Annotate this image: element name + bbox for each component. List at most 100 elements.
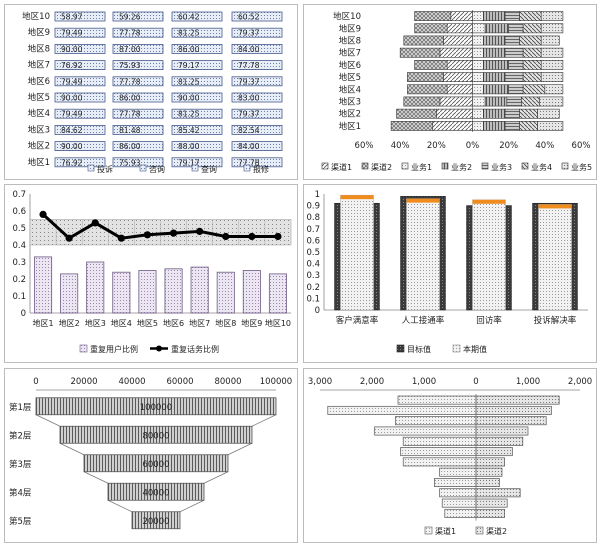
data-label: 79.37 (238, 77, 260, 86)
bar-segment (544, 84, 564, 95)
bar-segment (399, 47, 441, 58)
bar-segment (539, 96, 564, 107)
y-tick-label: 地区1 (28, 157, 50, 168)
y-tick-label: 地区10 (22, 11, 50, 22)
bar (112, 141, 164, 152)
bar (231, 60, 283, 70)
bar-segment (540, 11, 564, 21)
x-tick-label: 地区1 (33, 318, 54, 328)
panel-butterfly: 3,000 2,000 1,000 0 1,000 2,000 渠道1 渠道2 (303, 368, 597, 543)
bar (216, 271, 235, 314)
funnel-bar (131, 511, 181, 530)
bar-right (475, 405, 552, 415)
bar (231, 125, 283, 135)
panel-funnel: 0 20000 40000 60000 80000 100000 100000 第1层 8000… (4, 368, 298, 543)
data-label: 84.62 (61, 126, 83, 135)
data-label: 84.00 (238, 45, 260, 54)
y-tick-label: 地区2 (339, 109, 361, 120)
bar-segment (443, 72, 473, 82)
x-tick-label: 地区8 (215, 318, 236, 328)
bar-left (439, 488, 477, 498)
bar-left (402, 436, 477, 446)
bar (34, 256, 53, 314)
legend-swatch (243, 164, 251, 172)
x-tick-label: 地区4 (111, 318, 132, 328)
y-tick-label: 第3层 (9, 459, 31, 470)
x-tick-label: 60% (572, 141, 591, 151)
line-point (117, 234, 125, 242)
bar-segment (472, 96, 486, 107)
panel-repeat-ratio: 0 0.1 0.2 0.3 0.4 0.5 0.6 0.7 地区1 地区2 地区3 地区4 地区5 地区6… (4, 184, 298, 363)
x-tick-label: 投诉解决率 (534, 315, 577, 326)
legend-swatch (361, 162, 369, 170)
bar-left (434, 478, 477, 487)
bar (54, 27, 106, 38)
funnel-connector (203, 471, 229, 484)
data-label: 77.78 (119, 110, 141, 119)
bar (54, 125, 106, 135)
bar (171, 11, 223, 22)
data-label: 76.92 (61, 61, 83, 70)
bar (54, 44, 106, 54)
line-point (274, 232, 282, 241)
bar-segment (540, 35, 560, 46)
bar-segment (504, 108, 520, 119)
bar-segment (540, 72, 564, 82)
line-point (222, 232, 230, 241)
y-tick-label: 第5层 (9, 516, 31, 527)
legend-label: 咨询 (149, 164, 165, 174)
bar-segment (522, 72, 542, 82)
bar-segment (414, 59, 448, 70)
y-tick-label: 地区7 (339, 48, 361, 59)
bar (112, 27, 164, 38)
bar-right (475, 457, 505, 467)
bar (112, 271, 131, 314)
y-tick-label: 地区2 (28, 141, 50, 152)
data-label: 81.48 (119, 126, 141, 135)
legend-swatch (87, 164, 95, 172)
bar-segment (508, 59, 524, 70)
bar-segment (472, 35, 484, 46)
legend-label: 报修 (253, 164, 269, 174)
legend-label: 业务1 (411, 162, 432, 172)
y-tick-label: 0.4 (12, 241, 26, 251)
y-tick-label: 地区6 (339, 60, 361, 71)
bar-right (475, 395, 560, 405)
bar-segment (472, 84, 484, 95)
data-label: 79.17 (178, 158, 200, 167)
bar-segment (483, 84, 509, 95)
y-tick-label: 地区9 (339, 23, 361, 34)
bar (112, 44, 164, 54)
bar-right (475, 508, 505, 518)
y-tick-label: 地区7 (28, 60, 50, 71)
bar-segment (484, 96, 508, 107)
bar-current-cap (472, 199, 506, 204)
bar-segment (522, 23, 542, 34)
bar-segment (446, 84, 473, 95)
data-label: 90.00 (61, 45, 83, 54)
x-tick-label: 0% (466, 141, 480, 151)
x-tick-label: 地区5 (137, 318, 158, 328)
legend-label: 重复用户比例 (90, 344, 138, 354)
bar (54, 92, 106, 103)
bar-segment (472, 23, 486, 34)
data-label: 100000 (140, 403, 172, 413)
x-tick-label: 1,000 (412, 377, 436, 387)
x-tick-label: 40000 (118, 377, 145, 387)
legend-swatch (475, 526, 484, 535)
y-tick-label: 地区3 (28, 124, 50, 135)
data-label: 81.25 (178, 110, 200, 119)
bar-right (475, 467, 503, 477)
data-label: 60.52 (238, 13, 260, 22)
line-point (169, 229, 178, 237)
data-label: 85.42 (178, 126, 200, 135)
y-tick-label: 0.9 (306, 202, 320, 212)
funnel-connector (59, 442, 85, 456)
y-tick-label: 地区4 (339, 84, 361, 95)
x-tick-label: 0 (33, 377, 38, 387)
legend-label: 渠道2 (486, 526, 507, 536)
legend-swatch (139, 164, 147, 172)
bar (138, 270, 157, 314)
bar-segment (508, 84, 524, 95)
bar (171, 60, 223, 70)
